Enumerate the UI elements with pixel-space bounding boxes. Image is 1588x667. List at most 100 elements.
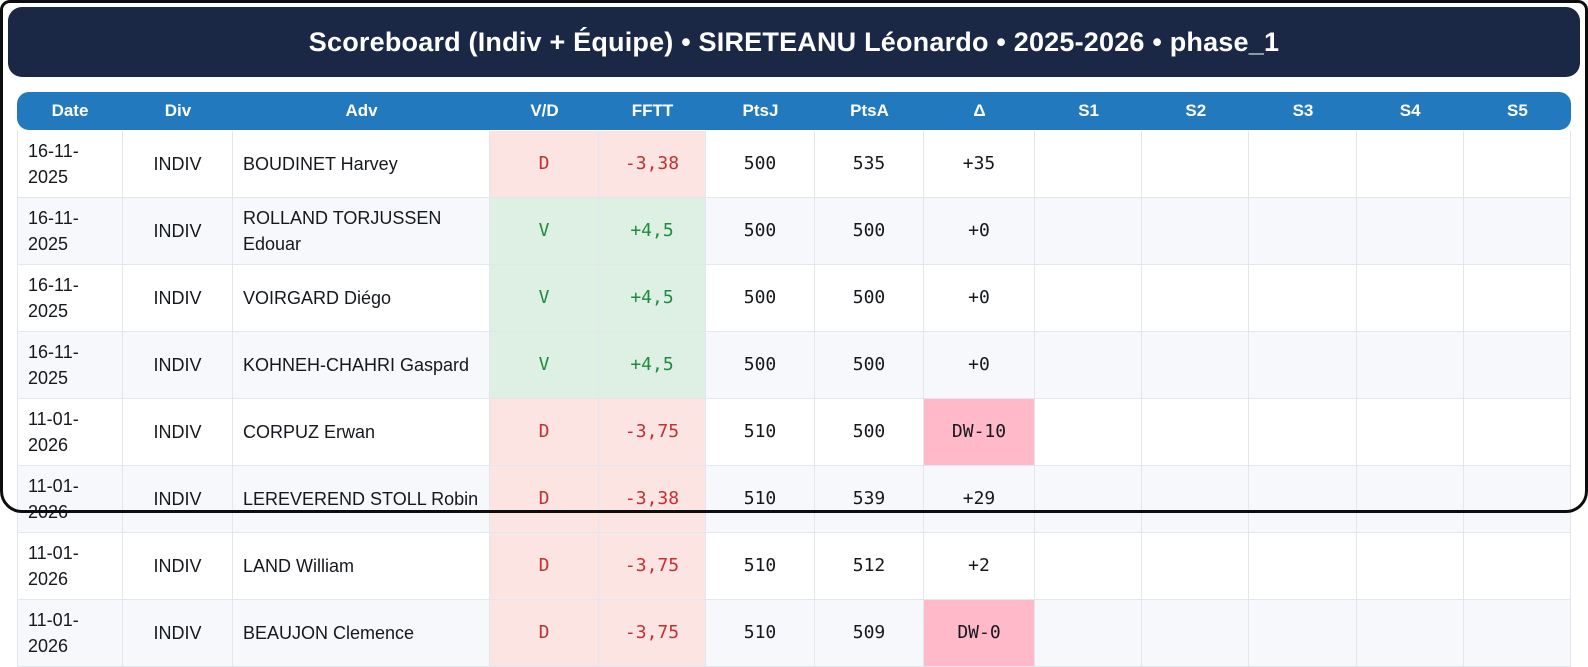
cell-ptsa: 539 — [815, 466, 924, 533]
page-title: Scoreboard (Indiv + Équipe) • SIRETEANU … — [308, 26, 1280, 57]
cell-s2 — [1142, 466, 1250, 533]
cell-ptsa: 509 — [815, 600, 924, 667]
cell-s1 — [1035, 265, 1143, 332]
cell-delta: +35 — [924, 131, 1035, 198]
header-cell-s5: S5 — [1506, 101, 1528, 120]
title-bar: Scoreboard (Indiv + Équipe) • SIRETEANU … — [8, 7, 1580, 77]
table-row: 16-11-2025 INDIV BOUDINET Harvey D -3,38 500 5… — [17, 131, 1571, 198]
cell-div: INDIV — [123, 332, 233, 399]
cell-s4 — [1356, 332, 1464, 399]
cell-s1 — [1035, 399, 1143, 466]
cell-fftt: -3,75 — [599, 533, 706, 600]
cell-s4 — [1356, 131, 1464, 198]
cell-s4 — [1356, 600, 1464, 667]
table-row: 11-01-2026 INDIV CORPUZ Erwan D -3,75 510 500 D… — [17, 399, 1571, 466]
cell-date: 16-11-2025 — [17, 131, 123, 198]
cell-s4 — [1356, 466, 1464, 533]
cell-div: INDIV — [123, 466, 233, 533]
cell-fftt: +4,5 — [599, 198, 706, 265]
cell-date: 16-11-2025 — [17, 332, 123, 399]
cell-delta: +0 — [924, 332, 1035, 399]
cell-s2 — [1142, 332, 1250, 399]
cell-s2 — [1142, 131, 1250, 198]
cell-adv: LEREVEREND STOLL Robin — [233, 466, 490, 533]
cell-s5 — [1463, 265, 1571, 332]
cell-ptsa: 535 — [815, 131, 924, 198]
cell-div: INDIV — [123, 198, 233, 265]
cell-delta: +29 — [924, 466, 1035, 533]
cell-fftt: +4,5 — [599, 332, 706, 399]
cell-adv: KOHNEH-CHAHRI Gaspard — [233, 332, 490, 399]
header-cell-s2: S2 — [1185, 101, 1207, 120]
cell-s3 — [1249, 198, 1357, 265]
cell-s1 — [1035, 198, 1143, 265]
cell-s1 — [1035, 533, 1143, 600]
cell-ptsj: 510 — [706, 600, 815, 667]
cell-vd: V — [490, 265, 599, 332]
cell-s1 — [1035, 600, 1143, 667]
cell-ptsa: 500 — [815, 399, 924, 466]
cell-s2 — [1142, 399, 1250, 466]
cell-vd: D — [490, 600, 599, 667]
cell-delta: +0 — [924, 198, 1035, 265]
cell-fftt: -3,38 — [599, 131, 706, 198]
cell-s5 — [1463, 131, 1571, 198]
cell-s2 — [1142, 533, 1250, 600]
cell-ptsj: 500 — [706, 265, 815, 332]
cell-ptsj: 510 — [706, 466, 815, 533]
cell-delta: DW-0 — [924, 600, 1035, 667]
table-header: Date Div Adv V/D FFTT PtsJ PtsA Δ S1 S2 S3 S4 S5 — [17, 92, 1571, 130]
table-row: 11-01-2026 INDIV LAND William D -3,75 510 512 +… — [17, 533, 1571, 600]
table-body: 16-11-2025 INDIV BOUDINET Harvey D -3,38 500 5… — [17, 131, 1571, 667]
cell-div: INDIV — [123, 265, 233, 332]
cell-date: 16-11-2025 — [17, 265, 123, 332]
cell-s4 — [1356, 265, 1464, 332]
header-cell-div: Div — [164, 101, 192, 120]
cell-ptsj: 510 — [706, 533, 815, 600]
cell-vd: D — [490, 466, 599, 533]
cell-ptsj: 500 — [706, 131, 815, 198]
cell-s4 — [1356, 198, 1464, 265]
cell-ptsa: 500 — [815, 332, 924, 399]
cell-fftt: +4,5 — [599, 265, 706, 332]
cell-fftt: -3,75 — [599, 399, 706, 466]
table-row: 16-11-2025 INDIV ROLLAND TORJUSSEN Edouar V… — [17, 198, 1571, 265]
cell-adv: CORPUZ Erwan — [233, 399, 490, 466]
cell-s4 — [1356, 533, 1464, 600]
cell-fftt: -3,38 — [599, 466, 706, 533]
cell-s3 — [1249, 533, 1357, 600]
cell-fftt: -3,75 — [599, 600, 706, 667]
cell-s2 — [1142, 198, 1250, 265]
header-cell-fftt: FFTT — [631, 101, 674, 120]
cell-s2 — [1142, 265, 1250, 332]
cell-s3 — [1249, 399, 1357, 466]
cell-s1 — [1035, 466, 1143, 533]
cell-s3 — [1249, 332, 1357, 399]
cell-vd: D — [490, 399, 599, 466]
cell-s3 — [1249, 265, 1357, 332]
cell-adv: VOIRGARD Diégo — [233, 265, 490, 332]
header-cell-s4: S4 — [1399, 101, 1421, 120]
cell-s5 — [1463, 533, 1571, 600]
header-cell-s1: S1 — [1078, 101, 1099, 120]
cell-s5 — [1463, 198, 1571, 265]
cell-s1 — [1035, 332, 1143, 399]
cell-s3 — [1249, 131, 1357, 198]
cell-date: 11-01-2026 — [17, 466, 123, 533]
cell-delta: +2 — [924, 533, 1035, 600]
cell-vd: V — [490, 198, 599, 265]
cell-ptsa: 500 — [815, 265, 924, 332]
header-cell-delta: Δ — [973, 101, 986, 120]
cell-delta: DW-10 — [924, 399, 1035, 466]
header-cell-date: Date — [51, 101, 89, 120]
cell-s4 — [1356, 399, 1464, 466]
cell-s5 — [1463, 399, 1571, 466]
cell-ptsj: 500 — [706, 198, 815, 265]
cell-div: INDIV — [123, 533, 233, 600]
cell-div: INDIV — [123, 399, 233, 466]
cell-s3 — [1249, 466, 1357, 533]
header-cell-ptsj: PtsJ — [742, 101, 779, 120]
cell-s5 — [1463, 332, 1571, 399]
header-cell-s3: S3 — [1292, 101, 1314, 120]
table-row: 16-11-2025 INDIV VOIRGARD Diégo V +4,5 500 500… — [17, 265, 1571, 332]
